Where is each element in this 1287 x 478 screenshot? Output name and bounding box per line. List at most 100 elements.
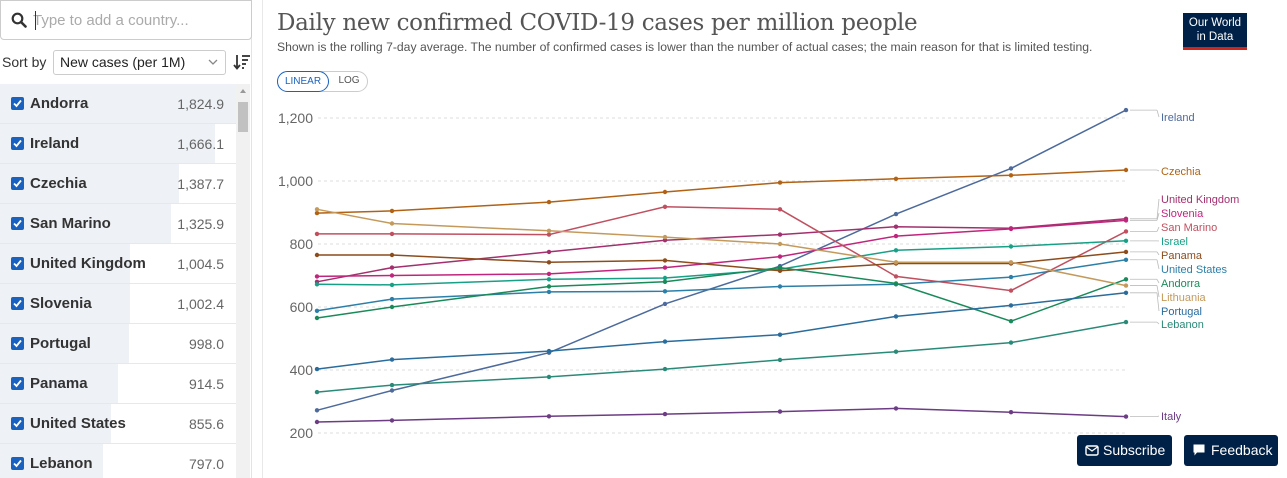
subscribe-label: Subscribe [1103, 442, 1166, 458]
country-name: Lebanon [30, 455, 93, 472]
country-row[interactable]: Slovenia 1,002.4 [0, 284, 236, 324]
country-row[interactable]: Czechia 1,387.7 [0, 164, 236, 204]
series-label: Portugal [1161, 306, 1202, 318]
data-point [314, 308, 320, 313]
series-label: Panama [1161, 250, 1203, 262]
country-row[interactable]: San Marino 1,325.9 [0, 204, 236, 244]
checkmark-icon [13, 339, 22, 348]
series-line [317, 206, 1127, 292]
country-checkbox[interactable] [11, 217, 24, 230]
subscribe-button[interactable]: Subscribe [1077, 435, 1172, 466]
data-point [893, 211, 899, 217]
data-point [777, 207, 783, 212]
country-row[interactable]: Panama 914.5 [0, 364, 236, 404]
series-line [317, 251, 1127, 272]
series-label: Andorra [1161, 278, 1201, 290]
data-point [314, 252, 320, 258]
data-point [777, 265, 783, 270]
data-point [893, 233, 899, 239]
data-point [314, 315, 320, 321]
y-tick-label: 800 [290, 236, 314, 252]
data-point [389, 418, 395, 423]
sort-order-icon[interactable] [233, 53, 251, 71]
owid-logo[interactable]: Our World in Data [1183, 13, 1247, 50]
y-tick-label: 1,000 [278, 173, 313, 189]
label-connector [1156, 251, 1160, 256]
scrollbar-thumb[interactable] [238, 102, 248, 132]
data-point [546, 271, 552, 277]
country-checkbox[interactable] [11, 97, 24, 110]
country-row[interactable]: Andorra 1,824.9 [0, 84, 236, 124]
series-line [316, 240, 1127, 286]
checkmark-icon [13, 379, 22, 388]
data-point [546, 284, 552, 289]
linear-scale-button[interactable]: LINEAR [277, 71, 329, 92]
label-connector [1156, 321, 1160, 325]
country-checkbox[interactable] [11, 177, 24, 190]
list-scrollbar[interactable] [236, 84, 250, 478]
country-row[interactable]: Lebanon 797.0 [0, 444, 236, 478]
data-point [546, 260, 552, 265]
text-cursor [35, 11, 36, 30]
feedback-button[interactable]: Feedback [1184, 435, 1278, 466]
data-point [389, 382, 395, 388]
data-point [1123, 283, 1129, 288]
country-checkbox[interactable] [11, 257, 24, 270]
y-tick-label: 200 [290, 425, 314, 441]
data-point [314, 366, 320, 372]
country-name: Andorra [30, 95, 89, 112]
data-point [777, 254, 783, 259]
country-row[interactable]: United Kingdom 1,004.5 [0, 244, 236, 284]
label-connector [1156, 292, 1160, 312]
country-row[interactable]: Portugal 998.0 [0, 324, 236, 364]
country-checkbox[interactable] [11, 297, 24, 310]
data-point [1123, 107, 1129, 113]
data-point [662, 189, 668, 195]
country-row[interactable]: Ireland 1,666.1 [0, 124, 236, 164]
series-line [316, 266, 1127, 322]
data-point [1008, 173, 1014, 178]
series-label: Israel [1161, 236, 1188, 248]
data-point [546, 414, 552, 419]
label-connector [1156, 110, 1160, 118]
checkmark-icon [13, 459, 22, 468]
data-point [314, 210, 320, 216]
country-name: San Marino [30, 215, 111, 232]
country-checkbox[interactable] [11, 417, 24, 430]
country-row[interactable]: United States 855.6 [0, 404, 236, 444]
data-point [546, 249, 552, 255]
log-scale-button[interactable]: LOG [338, 75, 360, 86]
sort-select[interactable]: New cases (per 1M) [53, 50, 226, 75]
line-chart: 200 400 600 800 1,000 1,200 Ireland Czechia Unit… [278, 107, 1239, 441]
data-point [1123, 218, 1129, 223]
country-checkbox[interactable] [11, 377, 24, 390]
search-box[interactable] [0, 0, 252, 40]
country-checkbox[interactable] [11, 457, 24, 470]
data-point [662, 411, 668, 417]
data-point [662, 275, 668, 281]
series-label: Slovenia [1161, 208, 1204, 220]
data-point [546, 374, 552, 380]
series-label: Italy [1161, 411, 1182, 423]
data-point [1123, 167, 1129, 173]
country-name: Slovenia [30, 295, 92, 312]
country-checkbox[interactable] [11, 337, 24, 350]
sort-label: Sort by [2, 54, 47, 70]
country-value: 1,002.4 [177, 296, 224, 312]
checkmark-icon [13, 259, 22, 268]
data-point [389, 231, 395, 237]
search-input[interactable] [33, 7, 243, 33]
sort-selected-value: New cases (per 1M) [60, 54, 186, 70]
series-line [316, 208, 1127, 287]
series-label: Ireland [1161, 112, 1195, 124]
label-connector [1156, 169, 1160, 172]
country-checkbox[interactable] [11, 137, 24, 150]
data-point [314, 231, 320, 237]
y-tick-label: 600 [290, 299, 314, 315]
logo-line-1: Our World [1188, 17, 1242, 29]
data-point [546, 348, 552, 354]
data-point [662, 265, 668, 270]
scale-toggle: LINEAR LOG [277, 71, 368, 92]
scroll-up-arrow-icon[interactable] [240, 89, 246, 93]
value-bar [0, 204, 171, 243]
